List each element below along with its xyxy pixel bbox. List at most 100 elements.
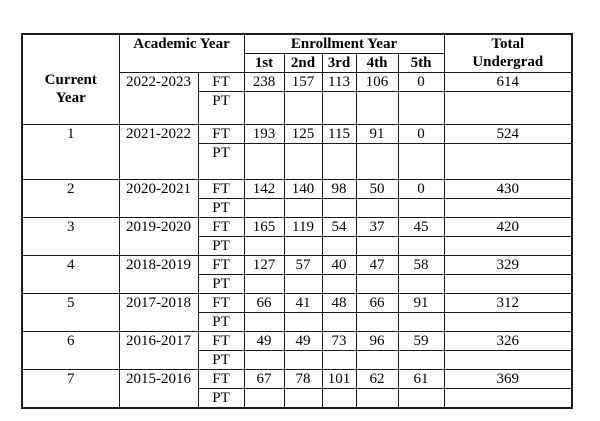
- value-cell: [355, 236, 399, 256]
- value-cell: 140: [283, 179, 323, 199]
- table-row-ft: 3 2019-2020 FT 165 119 54 37 45 420: [21, 217, 573, 256]
- total-cell: [443, 236, 573, 256]
- value-cell: [397, 350, 445, 370]
- total-cell: [443, 198, 573, 218]
- academic-year-cell: 2019-2020: [118, 217, 199, 256]
- academic-year-cell: 2018-2019: [118, 255, 199, 294]
- ft-label-cell: FT: [197, 179, 245, 199]
- value-cell: 78: [283, 369, 323, 389]
- value-cell: 101: [321, 369, 357, 389]
- value-cell: [355, 350, 399, 370]
- value-cell: 49: [243, 331, 285, 351]
- value-cell: 119: [283, 217, 323, 237]
- table-row-pt: PT: [22, 388, 573, 409]
- academic-year-cell: 2022-2023: [118, 72, 199, 125]
- ft-label-cell: FT: [197, 217, 245, 237]
- value-cell: [283, 274, 323, 294]
- header-row-1: Current Year Academic Year Enrollment Ye…: [21, 33, 573, 125]
- subheader-5th: 5th: [397, 53, 445, 73]
- subheader-2nd: 2nd: [283, 53, 323, 73]
- total-cell: [443, 143, 573, 180]
- current-year-cell: 3: [21, 217, 120, 256]
- total-cell: [443, 274, 573, 294]
- value-cell: [397, 274, 445, 294]
- value-cell: [283, 236, 323, 256]
- total-cell: [443, 312, 573, 332]
- current-year-cell: 4: [21, 255, 120, 294]
- subheader-3rd: 3rd: [321, 53, 357, 73]
- current-year-cell: 5: [21, 293, 120, 332]
- value-cell: [355, 388, 399, 409]
- academic-year-cell: 2021-2022: [118, 124, 199, 180]
- value-cell: [321, 312, 357, 332]
- value-cell: 66: [243, 293, 285, 313]
- table-row-pt: PT: [22, 91, 573, 125]
- total-cell: 369: [443, 369, 573, 389]
- pt-label-cell: PT: [197, 350, 245, 370]
- total-cell: 326: [443, 331, 573, 351]
- table-row-ft: 1 2021-2022 FT 193 125 115 91 0 524: [21, 124, 573, 180]
- current-year-cell: 6: [21, 331, 120, 370]
- value-cell: [355, 274, 399, 294]
- value-cell: 96: [355, 331, 399, 351]
- table-row-ft: 2022-2023 FT 238 157 113 106 0 614: [22, 72, 573, 125]
- ft-label-cell: FT: [197, 331, 245, 351]
- value-cell: 58: [397, 255, 445, 275]
- value-cell: [243, 91, 285, 125]
- value-cell: [283, 198, 323, 218]
- total-cell: 430: [443, 179, 573, 199]
- current-year-cell: 7: [21, 369, 120, 409]
- pt-label-cell: PT: [197, 388, 245, 409]
- table-row-ft: 4 2018-2019 FT 127 57 40 47 58 329: [21, 255, 573, 294]
- pt-label-cell: PT: [197, 312, 245, 332]
- value-cell: [283, 143, 323, 180]
- value-cell: 57: [283, 255, 323, 275]
- value-cell: 50: [355, 179, 399, 199]
- value-cell: [355, 312, 399, 332]
- ft-label-cell: FT: [197, 255, 245, 275]
- subheader-4th: 4th: [355, 53, 399, 73]
- value-cell: [243, 143, 285, 180]
- value-cell: 45: [397, 217, 445, 237]
- value-cell: [321, 274, 357, 294]
- value-cell: [397, 143, 445, 180]
- table-row-pt: PT: [22, 350, 573, 370]
- ft-label-cell: FT: [197, 293, 245, 313]
- pt-label-cell: PT: [197, 274, 245, 294]
- value-cell: 0: [397, 72, 445, 92]
- value-cell: [397, 312, 445, 332]
- value-cell: 0: [397, 179, 445, 199]
- value-cell: [397, 198, 445, 218]
- subheader-1st: 1st: [243, 53, 285, 73]
- table-row-ft: 6 2016-2017 FT 49 49 73 96 59 326: [21, 331, 573, 370]
- header-row-2: 1st 2nd 3rd 4th 5th: [22, 53, 572, 73]
- value-cell: [397, 91, 445, 125]
- table-row-pt: PT: [22, 143, 573, 180]
- current-year-header-cell: Current Year: [21, 33, 120, 125]
- value-cell: [283, 91, 323, 125]
- academic-year-cell: 2017-2018: [118, 293, 199, 332]
- value-cell: 106: [355, 72, 399, 92]
- value-cell: 62: [355, 369, 399, 389]
- value-cell: [355, 91, 399, 125]
- pt-label-cell: PT: [197, 143, 245, 180]
- value-cell: [321, 236, 357, 256]
- total-cell: 614: [443, 72, 573, 92]
- value-cell: [355, 143, 399, 180]
- enrollment-table-container: Current Year Academic Year Enrollment Ye…: [21, 33, 573, 409]
- value-cell: 40: [321, 255, 357, 275]
- enrollment-table: Current Year Academic Year Enrollment Ye…: [21, 33, 573, 409]
- table-row-pt: PT: [22, 236, 573, 256]
- value-cell: [243, 274, 285, 294]
- pt-label-cell: PT: [197, 91, 245, 125]
- value-cell: [321, 350, 357, 370]
- table-row-ft: 5 2017-2018 FT 66 41 48 66 91 312: [21, 293, 573, 332]
- value-cell: [243, 350, 285, 370]
- value-cell: 59: [397, 331, 445, 351]
- total-cell: [443, 350, 573, 370]
- value-cell: 193: [243, 124, 285, 144]
- value-cell: 49: [283, 331, 323, 351]
- value-cell: 0: [397, 124, 445, 144]
- pt-label-cell: PT: [197, 198, 245, 218]
